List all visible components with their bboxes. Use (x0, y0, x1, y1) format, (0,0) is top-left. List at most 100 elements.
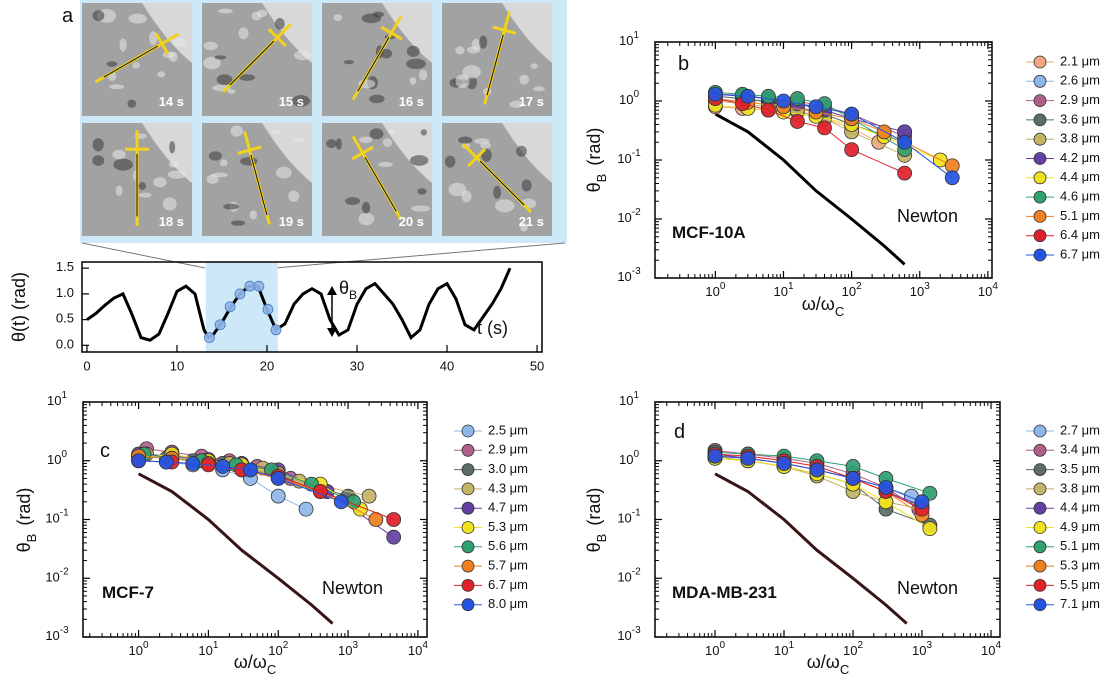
legend-label: 5.1 μm (1060, 208, 1100, 223)
image-texture (406, 45, 420, 57)
tile-time-label: 21 s (519, 214, 544, 229)
image-texture (157, 71, 166, 78)
data-point (270, 324, 282, 336)
y-tick-label-exponent: 0 (61, 448, 67, 459)
x-tick-label-base: 10 (981, 643, 995, 658)
tracked-cross (267, 28, 287, 48)
image-texture (359, 136, 373, 143)
x-tick-label: 101 (198, 640, 218, 659)
data-point (203, 332, 215, 344)
legend-marker (1033, 190, 1047, 204)
legend-marker (1033, 113, 1047, 127)
image-texture (521, 179, 532, 192)
legend-marker (461, 424, 475, 438)
y-tick-label: 101 (47, 390, 67, 409)
image-texture (479, 35, 488, 49)
y-tick-label: 10-1 (617, 148, 641, 167)
image-texture (382, 138, 393, 147)
y-tick-label-exponent: 1 (633, 390, 639, 401)
legend-marker (1033, 463, 1047, 477)
y-tick-label-exponent: -2 (632, 207, 641, 218)
image-texture (238, 27, 249, 40)
tracked-axis-core (103, 45, 159, 78)
legend-marker (461, 482, 475, 496)
y-tick-label-base: 10 (45, 511, 59, 526)
image-texture (216, 74, 233, 85)
y-tick-label: 1.0 (56, 285, 74, 300)
y-tick-label: 10-2 (617, 566, 641, 585)
image-texture (168, 161, 179, 168)
image-texture (419, 69, 428, 81)
image-texture (462, 65, 481, 79)
y-tick-label-exponent: 1 (61, 390, 67, 401)
legend-label: 2.9 μm (488, 442, 528, 457)
data-point (878, 480, 894, 495)
data-point (808, 99, 824, 115)
y-tick-label: 100 (619, 89, 639, 108)
y-tick-label-base: 1.5 (56, 260, 74, 275)
image-texture (292, 95, 311, 107)
data-point (234, 288, 246, 300)
panel-label: d (674, 421, 685, 443)
legend-marker (1033, 55, 1047, 69)
x-tick-label-exponent: 3 (924, 281, 930, 292)
x-tick-label-base: 10 (198, 643, 212, 658)
legend-marker (1033, 424, 1047, 438)
x-axis-label-subscript: C (835, 304, 844, 319)
image-texture (109, 84, 125, 90)
tracked-axis-core (364, 156, 397, 212)
x-tick-label-base: 10 (129, 643, 143, 658)
legend-label: 3.5 μm (1060, 461, 1100, 476)
panel-label: b (678, 53, 689, 75)
image-texture (138, 192, 152, 198)
image-texture (173, 38, 186, 47)
tracked-axis-core (357, 36, 390, 92)
image-texture (519, 74, 530, 85)
x-tick-label-base: 10 (705, 643, 719, 658)
image-texture (410, 155, 429, 166)
panel-label: c (100, 440, 110, 462)
legend-label: 2.6 μm (1060, 73, 1100, 88)
y-tick-label: 10-2 (617, 207, 641, 226)
data-point (270, 471, 286, 486)
data-point (776, 456, 792, 471)
legend-label: 6.7 μm (1060, 246, 1100, 261)
legend-marker (1033, 74, 1047, 88)
annotation-subscript: B (349, 288, 357, 302)
plot-frame (81, 261, 543, 353)
x-tick-label: 102 (842, 281, 862, 300)
legend-marker (461, 540, 475, 554)
y-tick-label-base: 10 (617, 210, 631, 225)
x-tick-label-base: 10 (705, 284, 719, 299)
x-axis-label-main: ω/ω (807, 652, 840, 672)
x-tick-label: 10 (170, 358, 184, 373)
y-tick-label: 10-1 (45, 507, 69, 526)
tile-time-label: 18 s (159, 214, 184, 229)
image-texture (230, 220, 246, 226)
x-tick-label: 104 (408, 640, 428, 659)
arrow-head (327, 328, 337, 337)
image-texture (167, 170, 186, 179)
x-tick-label: 100 (705, 281, 725, 300)
image-texture (230, 125, 243, 137)
data-point (244, 280, 256, 292)
x-tick-label: 100 (129, 640, 149, 659)
legend-label: 5.3 μm (488, 519, 528, 534)
tracked-cross (237, 145, 262, 155)
legend-label: 4.9 μm (1060, 519, 1100, 534)
x-tick-label-exponent: 2 (856, 281, 862, 292)
legend-label: 4.7 μm (488, 500, 528, 515)
y-tick-label-exponent: 0 (633, 448, 639, 459)
legend-label: 2.1 μm (1060, 53, 1100, 68)
data-point (131, 453, 146, 469)
legend-label: 4.2 μm (1060, 150, 1100, 165)
tile-time-label: 14 s (159, 94, 184, 109)
legend-marker (1033, 132, 1047, 146)
image-texture (251, 11, 262, 21)
legend-label: 7.1 μm (1060, 596, 1100, 611)
data-point (298, 501, 314, 517)
image-texture (380, 48, 393, 59)
legend-marker (1033, 521, 1047, 534)
data-point (817, 120, 832, 136)
x-tick-label-exponent: 3 (353, 640, 359, 651)
